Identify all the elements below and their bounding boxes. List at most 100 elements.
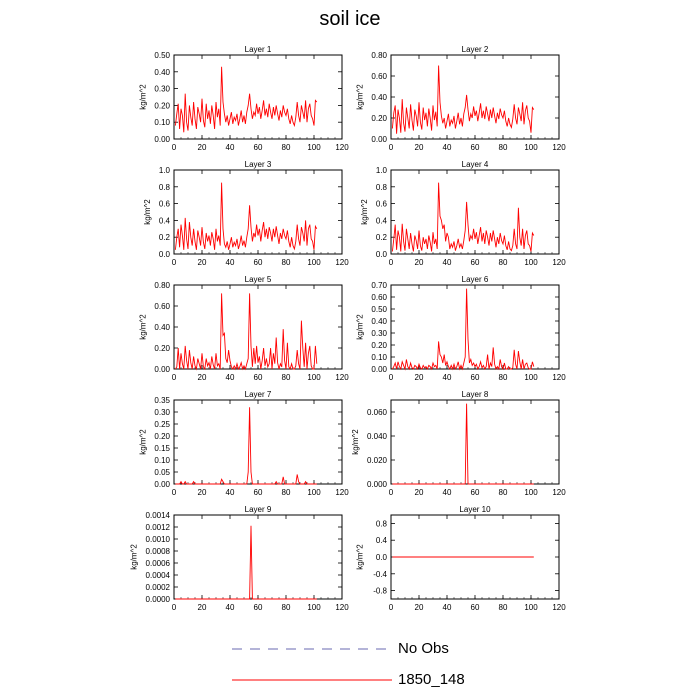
y-axis-label: kg/m^2 — [351, 429, 360, 455]
y-tick-label: 0.60 — [154, 302, 170, 311]
panel-title: Layer 5 — [245, 275, 272, 284]
x-tick-label: 40 — [226, 603, 235, 612]
figure-title: soil ice — [319, 8, 381, 30]
y-axis-label: kg/m^2 — [139, 84, 148, 110]
x-tick-label: 120 — [335, 143, 349, 152]
x-tick-label: 100 — [307, 258, 321, 267]
y-tick-label: 0.8 — [376, 519, 388, 528]
y-tick-label: 0.05 — [154, 468, 170, 477]
x-tick-label: 120 — [335, 603, 349, 612]
x-tick-label: 100 — [524, 143, 538, 152]
panel-title: Layer 6 — [462, 275, 489, 284]
x-tick-label: 0 — [172, 258, 177, 267]
x-tick-label: 100 — [524, 603, 538, 612]
x-tick-label: 120 — [552, 488, 566, 497]
x-tick-label: 20 — [198, 603, 207, 612]
y-tick-label: 0.020 — [367, 456, 388, 465]
y-tick-label: 0.60 — [371, 72, 387, 81]
y-tick-label: 0.00 — [154, 135, 170, 144]
series-line — [391, 182, 535, 252]
y-tick-label: 0.60 — [371, 293, 387, 302]
panel-layer-8: Layer 8 0 20 40 60 80 100 120 0.000 0.020 0.040 0.0… — [351, 390, 566, 497]
y-tick-label: 0.060 — [367, 408, 388, 417]
y-tick-label: -0.8 — [373, 587, 387, 596]
y-tick-label: 0.0 — [376, 553, 388, 562]
x-tick-label: 120 — [552, 603, 566, 612]
y-tick-label: 0.50 — [371, 305, 387, 314]
plot-frame — [390, 54, 560, 140]
y-axis-label: kg/m^2 — [143, 199, 152, 225]
x-tick-label: 100 — [307, 603, 321, 612]
y-tick-label: 0.20 — [371, 114, 387, 123]
y-tick-label: 0.0000 — [146, 595, 171, 604]
x-tick-label: 100 — [307, 373, 321, 382]
series-line — [175, 407, 317, 485]
x-tick-label: 0 — [172, 143, 177, 152]
x-tick-label: 60 — [254, 373, 263, 382]
plot-frame — [173, 284, 343, 370]
y-tick-label: 1.0 — [376, 166, 388, 175]
series-line — [174, 182, 318, 251]
series-line — [391, 65, 535, 134]
y-tick-label: 0.4 — [376, 216, 388, 225]
x-tick-label: 60 — [254, 603, 263, 612]
panel-layer-10: Layer 10 0 20 40 60 80 100 120 -0.8 -0.4 0.0 0.4 0.8… — [356, 505, 567, 612]
panel-title: Layer 3 — [245, 160, 272, 169]
y-tick-label: 0.25 — [154, 420, 170, 429]
y-tick-label: 0.00 — [371, 365, 387, 374]
y-tick-label: 0.8 — [159, 183, 171, 192]
x-tick-label: 20 — [415, 143, 424, 152]
y-tick-label: 0.20 — [154, 432, 170, 441]
panel-layer-6: Layer 6 0 20 40 60 80 100 120 0.00 0.10 0.20 0.30 0.… — [356, 275, 567, 382]
x-tick-label: 60 — [254, 258, 263, 267]
x-tick-label: 60 — [254, 143, 263, 152]
y-tick-label: 0.10 — [154, 118, 170, 127]
panel-layer-5: Layer 5 0 20 40 60 80 100 120 0.00 0.20 0.40 0.60 0.… — [139, 275, 350, 382]
x-tick-label: 0 — [389, 143, 394, 152]
y-tick-label: 0.0002 — [146, 583, 171, 592]
x-tick-label: 0 — [389, 603, 394, 612]
x-tick-label: 20 — [198, 258, 207, 267]
x-tick-label: 80 — [499, 373, 508, 382]
y-tick-label: 0.20 — [154, 344, 170, 353]
x-tick-label: 100 — [307, 488, 321, 497]
y-tick-label: 0.0006 — [146, 559, 171, 568]
series-line — [175, 525, 317, 600]
y-tick-label: 0.0 — [159, 250, 171, 259]
x-tick-label: 60 — [254, 488, 263, 497]
plot-frame — [390, 284, 560, 370]
x-tick-label: 40 — [226, 373, 235, 382]
panel-layer-4: Layer 4 0 20 40 60 80 100 120 0.0 0.2 0.4 0.6 0.8 1.0… — [360, 160, 566, 267]
y-axis-label: kg/m^2 — [129, 544, 138, 570]
y-tick-label: 0.0012 — [146, 523, 171, 532]
x-tick-label: 100 — [524, 258, 538, 267]
y-tick-label: 0.40 — [154, 323, 170, 332]
x-tick-label: 100 — [307, 143, 321, 152]
y-tick-label: 0.30 — [371, 329, 387, 338]
series-line — [392, 288, 535, 371]
x-tick-label: 0 — [389, 488, 394, 497]
y-axis-label: kg/m^2 — [139, 314, 148, 340]
panel-layer-9: Layer 9 0 20 40 60 80 100 120 0.0000 0.0002 0.0004… — [129, 505, 349, 612]
x-tick-label: 60 — [471, 258, 480, 267]
series-line — [175, 293, 318, 371]
y-axis-label: kg/m^2 — [356, 84, 365, 110]
x-tick-label: 120 — [552, 373, 566, 382]
y-tick-label: 0.40 — [154, 68, 170, 77]
y-tick-label: 0.00 — [154, 365, 170, 374]
y-tick-label: 0.4 — [376, 536, 388, 545]
y-tick-label: 0.0004 — [146, 571, 171, 580]
y-tick-label: 0.0010 — [146, 535, 171, 544]
panel-layer-7: Layer 7 0 20 40 60 80 100 120 0.00 0.05 0.10 0.15 0.… — [139, 390, 350, 497]
y-tick-label: 0.00 — [371, 135, 387, 144]
x-tick-label: 60 — [471, 488, 480, 497]
x-tick-label: 0 — [389, 258, 394, 267]
panel-title: Layer 7 — [245, 390, 272, 399]
x-tick-label: 20 — [198, 143, 207, 152]
x-tick-label: 80 — [499, 488, 508, 497]
x-tick-label: 40 — [226, 143, 235, 152]
y-tick-label: -0.4 — [373, 570, 387, 579]
y-tick-label: 0.8 — [376, 183, 388, 192]
x-tick-label: 80 — [282, 143, 291, 152]
